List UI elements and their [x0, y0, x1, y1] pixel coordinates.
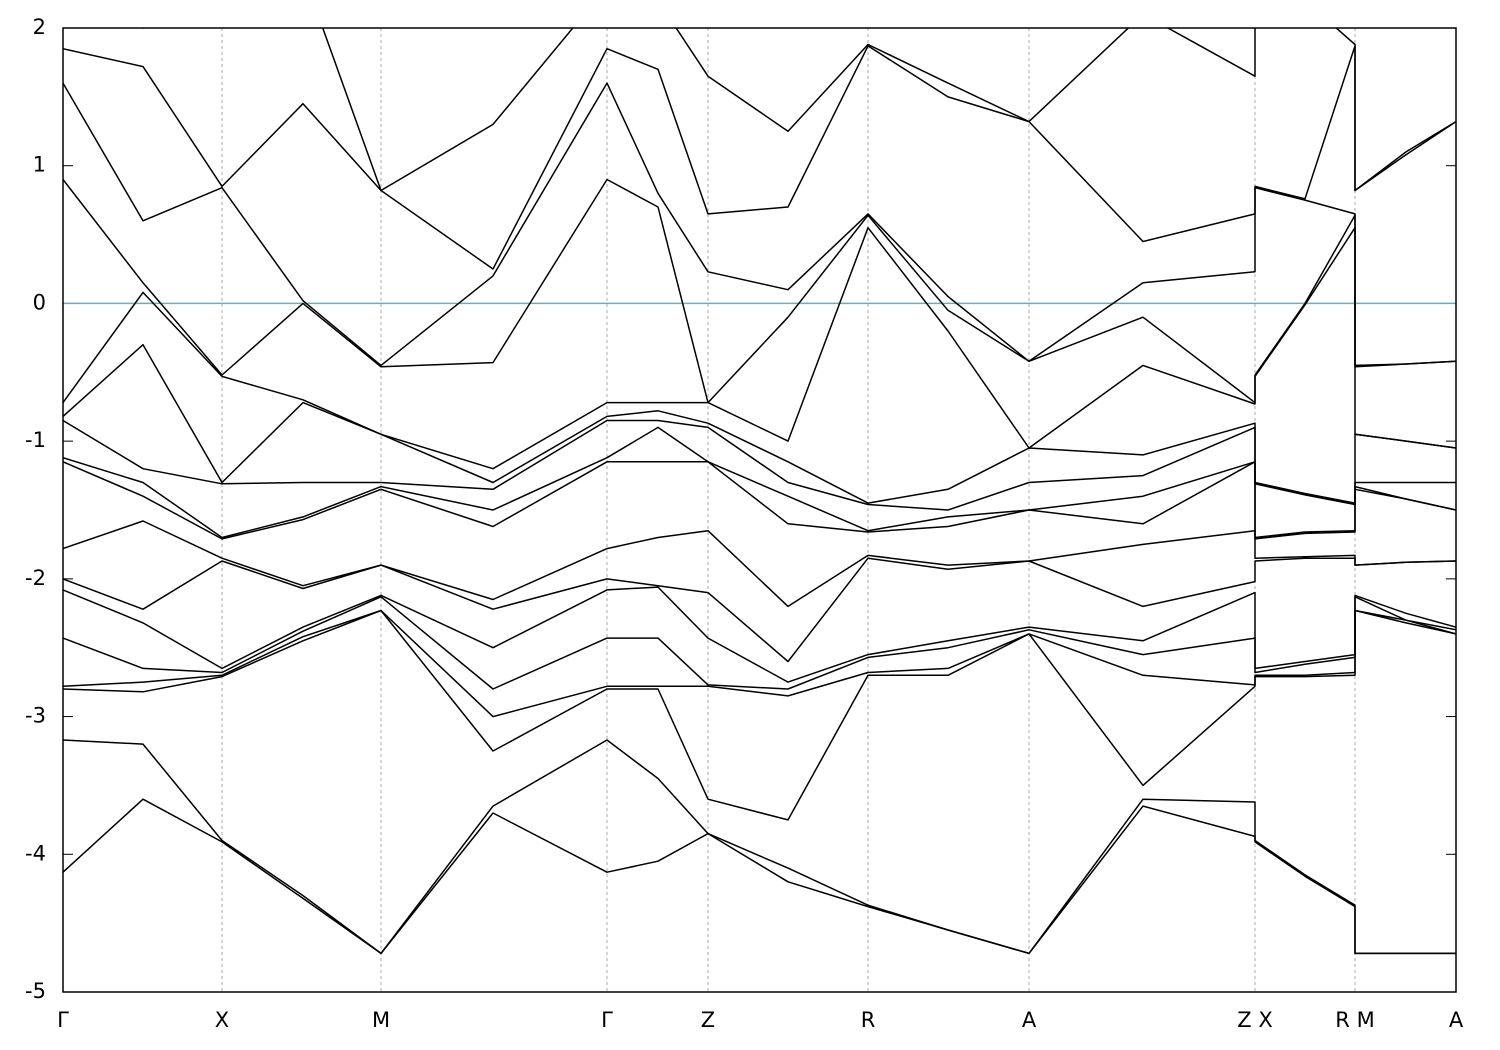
band-line — [63, 226, 1456, 470]
x-tick-label: Z X — [1237, 1008, 1272, 1032]
band-line — [63, 586, 1456, 683]
band-line — [63, 520, 1456, 608]
band-line — [63, 82, 1456, 367]
y-tick-label: 0 — [33, 290, 46, 314]
y-tick-label: 2 — [33, 15, 46, 39]
band-line — [63, 557, 1456, 663]
band-line — [63, 609, 1456, 718]
y-tick-label: -5 — [25, 979, 46, 1003]
plot-frame — [62, 27, 1457, 993]
band-line — [141, 28, 1456, 192]
x-tick-label: A — [1022, 1008, 1037, 1032]
x-tick-label: Γ — [601, 1008, 613, 1032]
band-line — [63, 419, 1456, 511]
y-tick-label: 1 — [33, 153, 46, 177]
x-tick-label: M — [372, 1008, 390, 1032]
y-tick-label: -4 — [25, 841, 46, 865]
y-tick-label: -3 — [25, 704, 46, 728]
band-line — [63, 343, 1456, 504]
band-line — [63, 426, 1456, 539]
x-tick-label: Z — [701, 1008, 715, 1032]
x-tick-label: R M — [1335, 1008, 1374, 1032]
band-line — [63, 739, 1456, 955]
band-line — [63, 596, 1456, 690]
x-tick-label: Γ — [57, 1008, 69, 1032]
x-tick-label: A — [1449, 1008, 1464, 1032]
grid-layer — [62, 27, 1457, 993]
band-line — [63, 798, 1456, 955]
band-line — [63, 461, 1456, 540]
band-line — [63, 609, 1456, 821]
band-line — [63, 45, 1456, 270]
labels-layer: -5 -4 -3 -2 -1 0 1 2 Γ X M Γ Z R A Z X R M A — [25, 15, 1464, 1032]
band-line — [63, 0, 1456, 14]
y-tick-label: -1 — [25, 428, 46, 452]
x-tick-label: X — [215, 1008, 229, 1032]
bands-layer — [63, 0, 1456, 955]
x-tick-label: R — [861, 1008, 876, 1032]
band-line — [63, 178, 1456, 404]
y-tick-label: -2 — [25, 566, 46, 590]
